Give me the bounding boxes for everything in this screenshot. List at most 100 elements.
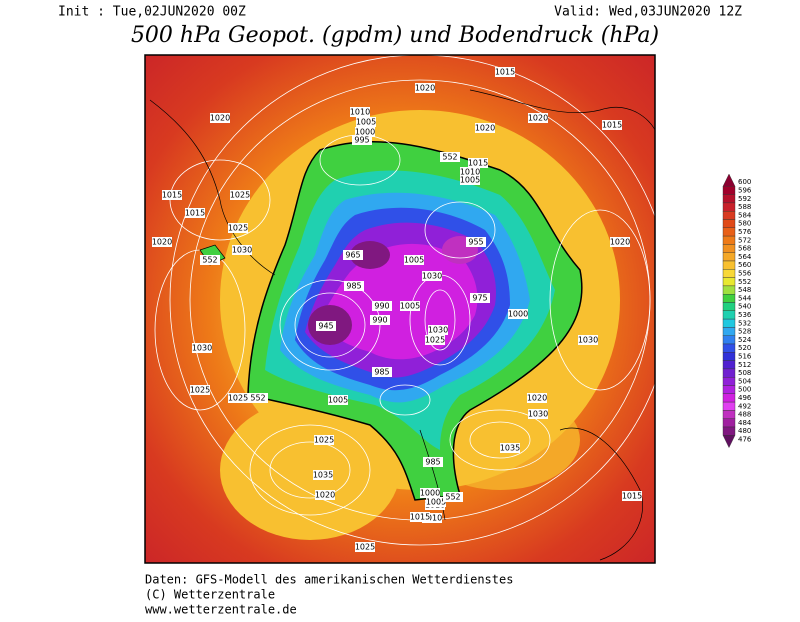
colorbar-cell [722,385,736,395]
colorbar-label: 592 [738,195,751,203]
contour-label-bg [422,513,442,523]
contour-label-bg [404,255,424,265]
contour-label-bg [370,315,390,325]
contour-label: 990 [374,302,389,311]
colorbar-cell [722,335,736,345]
contour-label: 1030 [528,410,548,419]
colorbar-label: 500 [738,386,751,394]
contour-label-bg [528,113,548,123]
colorbar-label: 516 [738,352,752,360]
colorbar-label: 488 [738,411,751,419]
contour-label-bg [355,542,375,552]
colorbar-label: 476 [738,435,752,443]
colorbar-label: 552 [738,278,751,286]
contour-label-bg [343,250,363,260]
colorbar: 6005965925885845805765725685645605565525… [722,173,752,449]
valid-time: Valid: Wed,03JUN2020 12Z [554,5,742,20]
contour-label: 1025 [228,224,248,233]
colorbar-cell [722,244,736,253]
colorbar-cell [722,302,736,312]
contour-label: 1015 [410,513,430,522]
contour-label: 985 [374,368,389,377]
colorbar-cell [722,194,736,204]
colorbar-label: 564 [738,253,752,261]
contour-label: 995 [354,136,369,145]
contour-label-bg [200,255,220,265]
contour-label-bg [314,435,334,445]
contour-label: 965 [345,251,360,260]
contour-label-bg [500,443,520,453]
colorbar-cell [722,285,736,295]
contour-label-bg [622,491,642,501]
colorbar-label: 520 [738,344,751,352]
contour-label: 945 [318,322,333,331]
contour-label-bg [425,335,445,345]
contour-label-bg [508,309,528,319]
contour-label-bg [400,301,420,311]
contour-label: 1025 [425,336,445,345]
contour-label-bg [410,512,430,522]
contour-label: 1020 [475,124,495,133]
contour-label: 1005 [426,498,446,507]
colorbar-label: 484 [738,419,752,427]
contour-label: 1030 [422,272,442,281]
contour-label-bg [610,237,630,247]
init-time: Init : Tue,02JUN2020 00Z [58,5,246,20]
contour-label: 1025 [314,436,334,445]
contour-label-bg [372,367,392,377]
footer-copyright: (C) Wetterzentrale [145,588,275,602]
contour-label-bg [152,237,172,247]
colorbar-cell [722,410,736,419]
contour-label: 552 [442,153,457,162]
colorbar-cell [722,310,736,320]
contour-label-bg [527,393,547,403]
colorbar-label: 524 [738,336,752,344]
colorbar-cell [722,227,736,237]
colorbar-cell [722,277,736,287]
colorbar-cell [722,401,736,411]
contour-label-bg [470,293,490,303]
colorbar-cell [722,186,736,195]
map-title: 500 hPa Geopot. (gpdm) und Bodendruck (h… [131,23,659,48]
contour-label: 1005 [400,302,420,311]
contour-label-bg [466,237,486,247]
contour-label-bg [328,395,348,405]
colorbar-cell [722,343,736,353]
contour-label-bg [315,490,335,500]
colorbar-label: 584 [738,211,752,219]
contour-label-bg [423,457,443,467]
colorbar-label: 544 [738,294,752,302]
contour-label: 1020 [527,394,547,403]
footer-source: Daten: GFS-Modell des amerikanischen Wet… [145,573,513,587]
contour-label-bg [415,83,435,93]
contour-label-bg [230,190,250,200]
colorbar-label: 496 [738,394,752,402]
colorbar-cell [722,352,736,361]
contour-label: 1030 [428,326,448,335]
colorbar-label: 540 [738,303,751,311]
colorbar-label: 600 [738,178,751,186]
contour-label-bg [468,158,488,168]
contour-label: 1020 [152,238,172,247]
contour-label: 1035 [500,444,520,453]
contour-label: 1030 [232,246,252,255]
contour-label: 1015 [602,121,622,130]
contour-label: 1020 [315,491,335,500]
colorbar-label: 532 [738,319,751,327]
contour-label-bg [228,393,248,403]
contour-label: 1005 [404,256,424,265]
contour-label: 1000 [420,489,440,498]
contour-label: 1015 [162,191,182,200]
contour-label: 1025 [230,191,250,200]
contour-label-bg [313,470,333,480]
contour-label-bg [420,488,440,498]
contour-label-bg [344,281,364,291]
contour-label: 990 [372,316,387,325]
contour-label: 1020 [610,238,630,247]
contour-label: 1010 [422,514,442,523]
contour-label: 985 [346,282,361,291]
contour-label: 1020 [210,114,230,123]
colorbar-label: 480 [738,427,751,435]
